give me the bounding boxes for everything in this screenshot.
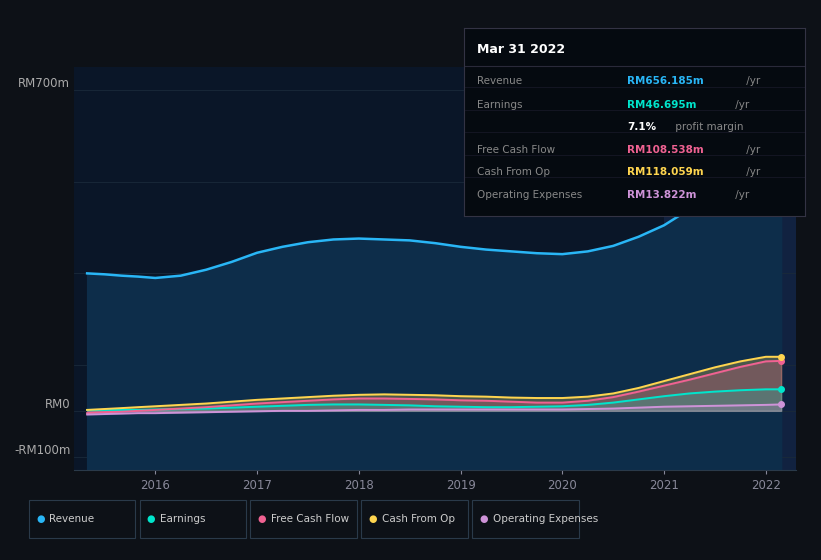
Text: Operating Expenses: Operating Expenses — [478, 190, 583, 200]
Text: Operating Expenses: Operating Expenses — [493, 514, 598, 524]
Text: -RM100m: -RM100m — [14, 444, 71, 456]
Text: RM13.822m: RM13.822m — [627, 190, 697, 200]
Text: ●: ● — [147, 514, 155, 524]
Text: ●: ● — [369, 514, 377, 524]
Text: /yr: /yr — [732, 100, 750, 110]
Text: Free Cash Flow: Free Cash Flow — [478, 145, 556, 155]
Text: 7.1%: 7.1% — [627, 123, 657, 132]
Text: /yr: /yr — [743, 76, 760, 86]
Text: Revenue: Revenue — [49, 514, 94, 524]
Text: Earnings: Earnings — [478, 100, 523, 110]
Text: /yr: /yr — [743, 145, 760, 155]
Text: profit margin: profit margin — [672, 123, 743, 132]
Text: RM656.185m: RM656.185m — [627, 76, 704, 86]
Text: /yr: /yr — [732, 190, 750, 200]
Text: Earnings: Earnings — [160, 514, 205, 524]
Text: Revenue: Revenue — [478, 76, 523, 86]
Text: /yr: /yr — [743, 167, 760, 178]
Text: Cash From Op: Cash From Op — [382, 514, 455, 524]
Text: ●: ● — [36, 514, 44, 524]
Text: Mar 31 2022: Mar 31 2022 — [478, 43, 566, 56]
Text: RM108.538m: RM108.538m — [627, 145, 704, 155]
Bar — [664, 67, 796, 470]
Text: RM0: RM0 — [44, 398, 71, 411]
Text: RM46.695m: RM46.695m — [627, 100, 697, 110]
Text: Free Cash Flow: Free Cash Flow — [271, 514, 349, 524]
Text: ●: ● — [479, 514, 488, 524]
Text: ●: ● — [258, 514, 266, 524]
Text: RM118.059m: RM118.059m — [627, 167, 704, 178]
Text: Cash From Op: Cash From Op — [478, 167, 551, 178]
Text: RM700m: RM700m — [18, 77, 71, 90]
